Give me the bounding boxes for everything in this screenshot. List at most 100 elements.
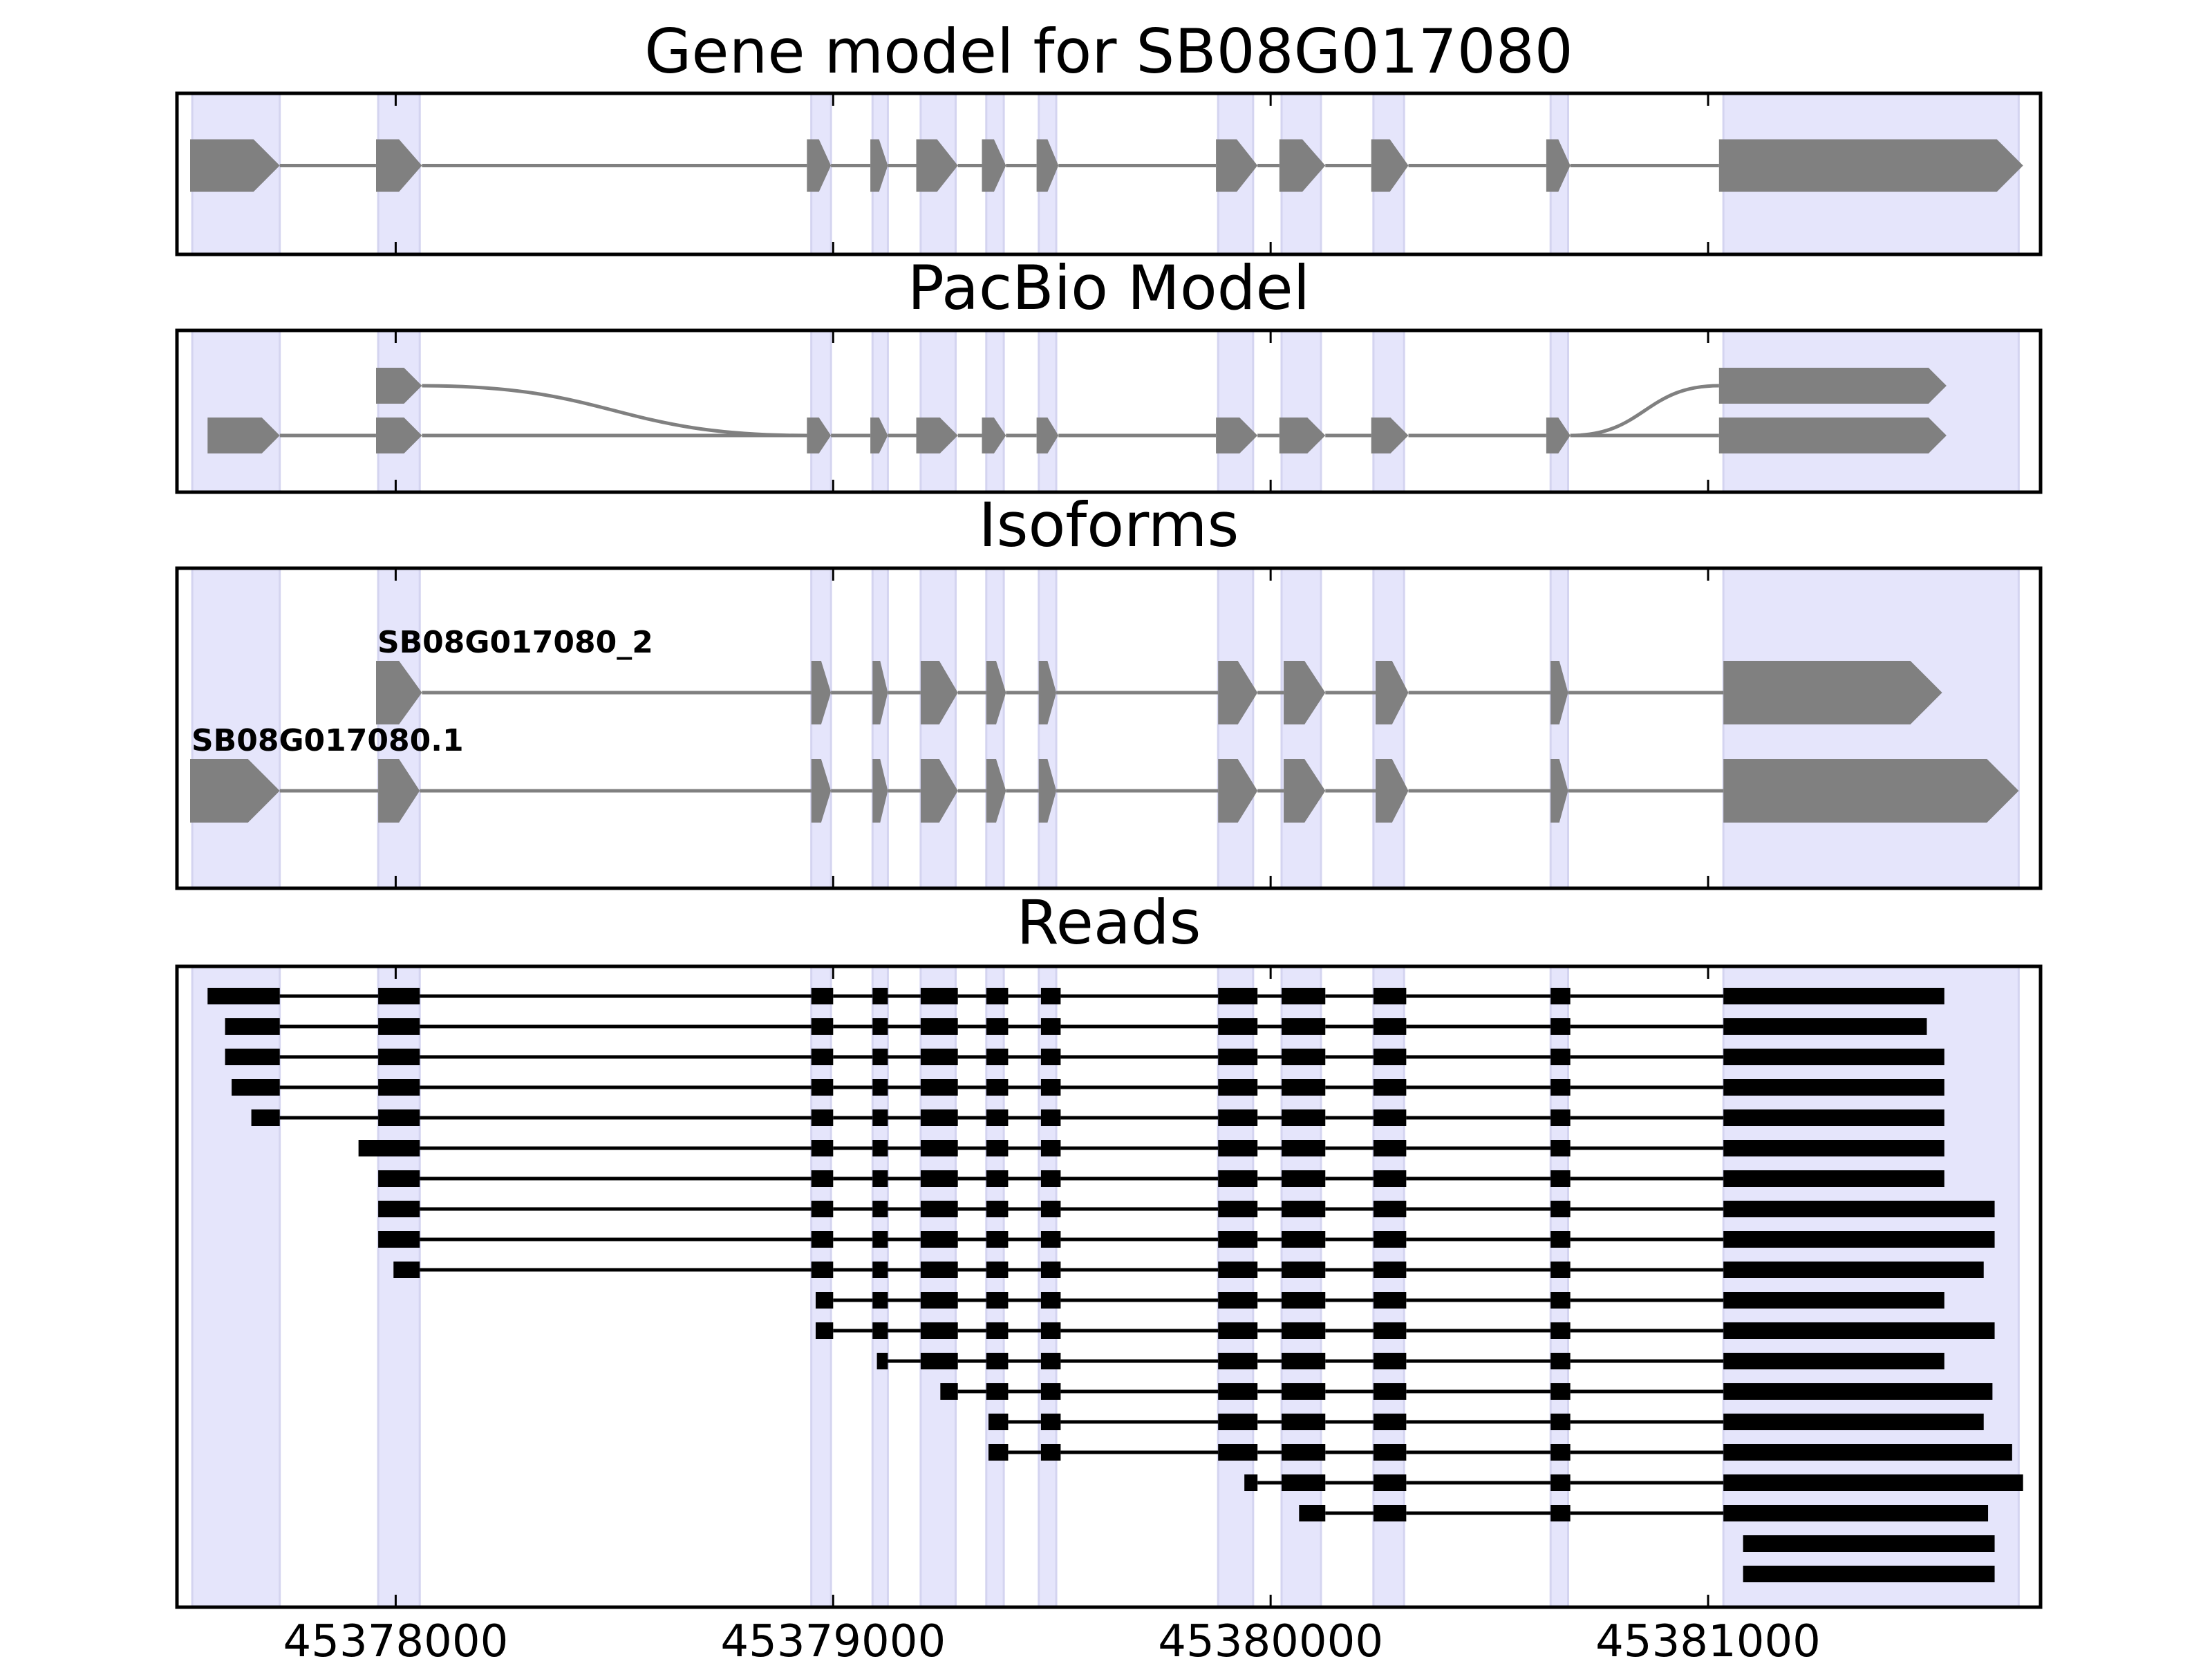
- read-track: [225, 1018, 1927, 1035]
- read-exon-block: [1218, 1079, 1258, 1096]
- read-exon-block: [1040, 1292, 1061, 1309]
- read-exon-block: [378, 1018, 420, 1035]
- read-exon-block: [1040, 1231, 1061, 1248]
- read-exon-block: [1281, 1109, 1326, 1126]
- exon-block: [1216, 139, 1258, 192]
- x-tick-label: 45378000: [283, 1616, 509, 1659]
- exon-block: [1038, 759, 1057, 823]
- read-exon-block: [872, 1140, 888, 1156]
- read-exon-block: [1550, 1414, 1571, 1430]
- read-exon-block: [872, 1231, 888, 1248]
- exon-block: [1718, 368, 1947, 404]
- highlight-region: [1217, 329, 1255, 494]
- read-track: [1299, 1505, 1989, 1521]
- read-exon-block: [1281, 1079, 1326, 1096]
- exon-block: [1218, 759, 1258, 823]
- exon-block: [190, 139, 280, 192]
- highlight-region: [1038, 567, 1058, 890]
- highlight-region: [1280, 567, 1322, 890]
- highlight-region: [871, 329, 889, 494]
- highlight-region: [1372, 329, 1405, 494]
- read-exon-block: [1040, 1140, 1061, 1156]
- read-exon-block: [1373, 1444, 1407, 1461]
- read-exon-block: [1373, 1414, 1407, 1430]
- highlight-region: [810, 567, 832, 890]
- read-exon-block: [1550, 1322, 1571, 1339]
- read-exon-block: [986, 1383, 1009, 1400]
- read-exon-block: [1218, 1322, 1258, 1339]
- read-exon-block: [378, 988, 420, 1004]
- panel-frame: [175, 91, 2043, 256]
- read-exon-block: [920, 1353, 958, 1369]
- exon-block: [190, 759, 280, 823]
- exon-block: [986, 661, 1006, 724]
- read-exon-block: [1281, 988, 1326, 1004]
- read-exon-block: [1550, 1383, 1571, 1400]
- read-exon-block: [1550, 1079, 1571, 1096]
- highlight-region: [1217, 965, 1255, 1609]
- read-track: [378, 1170, 1944, 1187]
- read-exon-block: [1218, 1292, 1258, 1309]
- read-exon-block: [872, 1109, 888, 1126]
- exon-block: [1279, 418, 1326, 453]
- read-exon-block: [1040, 1170, 1061, 1187]
- x-tick-label: 45381000: [1595, 1616, 1821, 1659]
- exon-block: [872, 661, 888, 724]
- read-exon-block: [986, 1018, 1009, 1035]
- exon-block: [1718, 139, 2023, 192]
- read-exon-block: [1218, 1383, 1258, 1400]
- read-track: [1743, 1535, 1995, 1552]
- read-exon-block: [1550, 1170, 1571, 1187]
- read-exon-block: [920, 1262, 958, 1278]
- branch-curve: [1570, 384, 1719, 438]
- read-exon-block: [1218, 988, 1258, 1004]
- exon-block: [1036, 139, 1059, 192]
- highlight-region: [810, 329, 832, 494]
- read-exon-block: [1723, 1201, 1995, 1217]
- exon-block: [982, 139, 1006, 192]
- read-exon-block: [1373, 988, 1407, 1004]
- highlight-region: [191, 965, 281, 1609]
- highlight-region: [1722, 567, 2020, 890]
- read-exon-block: [1040, 1353, 1061, 1369]
- read-exon-block: [1550, 1018, 1571, 1035]
- read-exon-block: [811, 1018, 834, 1035]
- read-exon-block: [1723, 1018, 1927, 1035]
- read-exon-block: [1244, 1474, 1258, 1491]
- panel-0: Gene model for SB08G017080: [175, 16, 2043, 256]
- read-exon-block: [1281, 1444, 1326, 1461]
- read-exon-block: [1040, 1079, 1061, 1096]
- highlight-region: [1722, 329, 2020, 494]
- read-exon-block: [1218, 1414, 1258, 1430]
- read-exon-block: [872, 1049, 888, 1065]
- panel-title: Gene model for SB08G017080: [644, 16, 1573, 87]
- read-exon-block: [1550, 1140, 1571, 1156]
- read-exon-block: [1550, 1109, 1571, 1126]
- read-exon-block: [1723, 988, 1944, 1004]
- read-exon-block: [1281, 1353, 1326, 1369]
- exon-block: [1723, 661, 1942, 724]
- read-exon-block: [920, 1292, 958, 1309]
- exon-block: [1718, 418, 1947, 453]
- highlight-region: [1280, 329, 1322, 494]
- read-exon-block: [920, 1322, 958, 1339]
- read-exon-block: [1723, 1262, 1984, 1278]
- read-exon-block: [920, 1109, 958, 1126]
- read-exon-block: [1218, 1109, 1258, 1126]
- exon-block: [1546, 418, 1571, 453]
- highlight-region: [1372, 965, 1405, 1609]
- read-exon-block: [811, 1079, 834, 1096]
- highlight-region: [1549, 965, 1570, 1609]
- read-exon-block: [1281, 1049, 1326, 1065]
- highlight-region: [985, 329, 1005, 494]
- read-exon-block: [1373, 1383, 1407, 1400]
- highlight-region: [1549, 329, 1570, 494]
- read-exon-block: [1550, 988, 1571, 1004]
- read-exon-block: [1218, 1170, 1258, 1187]
- exon-block: [1218, 661, 1258, 724]
- exon-block: [376, 139, 422, 192]
- read-exon-block: [986, 1292, 1009, 1309]
- exon-block: [207, 418, 280, 453]
- highlight-region: [1280, 965, 1322, 1609]
- panel-frame: [175, 328, 2043, 494]
